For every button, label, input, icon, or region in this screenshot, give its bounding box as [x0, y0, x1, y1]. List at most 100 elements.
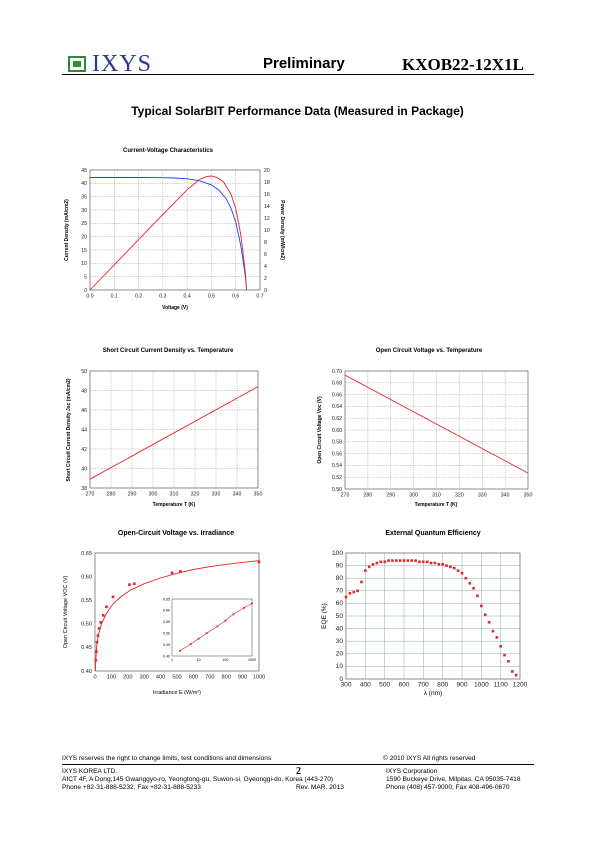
y-tick-label: 50	[81, 369, 87, 375]
inset-y-tick: 0.65	[163, 597, 170, 601]
x-tick-label: 900	[456, 682, 467, 689]
y-axis-label: Open Circuit Voltage VOC (V)	[63, 575, 69, 648]
x-tick-label: 0.1	[111, 294, 118, 300]
data-point	[352, 590, 356, 594]
y-tick-label: 10	[81, 261, 87, 267]
data-point	[483, 613, 487, 617]
x-tick-label: 900	[238, 675, 247, 681]
x-tick-label: 0.4	[184, 294, 191, 300]
y-tick-label: 0	[84, 288, 87, 294]
y-axis-label: Current Density (mA/cm2)	[64, 199, 70, 261]
footer-right-phone: Phone (408) 457-9000, Fax 408-496-0670	[386, 784, 510, 791]
inset-x-tick: 1000	[248, 658, 256, 662]
y-tick-label: 46	[81, 408, 87, 414]
data-point	[367, 565, 371, 569]
x-tick-label: 300	[409, 493, 418, 499]
section-title: Typical SolarBIT Performance Data (Measu…	[131, 104, 464, 118]
current-density-line	[90, 177, 248, 291]
data-point	[379, 560, 383, 564]
chart-title: Open-Circuit Voltage vs. Irradiance	[118, 530, 234, 537]
data-point	[375, 561, 379, 565]
x-tick-label: 330	[478, 493, 487, 499]
y-tick-label: 30	[81, 208, 87, 214]
logo-mark-icon	[68, 56, 86, 72]
data-point	[449, 565, 452, 569]
x-axis-label: Temperature T (K)	[153, 502, 196, 508]
footer-left-company: IXYS KOREA LTD.	[62, 768, 118, 775]
chart-title: Current-Voltage Characteristics	[123, 148, 214, 154]
data-point	[410, 559, 414, 562]
jsc-line	[89, 386, 259, 480]
x-tick-label: 1000	[253, 675, 265, 681]
footer-copyright: © 2010 IXYS All rights reserved	[383, 755, 476, 762]
data-point	[348, 592, 352, 595]
data-point	[480, 604, 483, 608]
y-tick-label: 0.65	[81, 551, 92, 557]
data-point	[383, 560, 386, 564]
x-tick-label: 340	[233, 492, 242, 498]
y-tick-label: 0.52	[332, 475, 342, 481]
y-tick-label: 38	[81, 486, 87, 492]
data-point	[133, 582, 136, 585]
inset-data-point	[224, 619, 227, 622]
chart-title: External Quantum Efficiency	[385, 530, 480, 537]
data-point	[491, 629, 495, 633]
inset-y-tick: 0.60	[163, 609, 170, 613]
y2-tick-label: 20	[264, 168, 270, 174]
y-tick-label: 0.40	[81, 669, 92, 675]
data-point	[464, 576, 468, 580]
chart-title: Open Circuit Voltage vs. Temperature	[376, 348, 483, 354]
data-point	[94, 658, 98, 662]
inset-y-tick: 0.55	[163, 620, 170, 624]
x-tick-label: 0.2	[135, 294, 142, 300]
y-axis-label: EQE (%)	[321, 603, 328, 629]
footer-right-address: 1590 Buckeye Drive, Milpitas, CA 95035-7…	[386, 776, 521, 783]
data-point	[101, 614, 105, 617]
data-point	[402, 559, 406, 562]
inset-data-point	[216, 625, 219, 628]
y-tick-label: 70	[336, 588, 344, 595]
footer-left-phone: Phone +82-31-888-5232, Fax +82-31-888-52…	[62, 784, 201, 791]
data-point	[476, 594, 479, 598]
y-tick-label: 35	[81, 194, 87, 200]
data-point	[441, 563, 444, 566]
x-tick-label: 0.7	[256, 294, 263, 300]
y-tick-label: 0.62	[332, 416, 342, 422]
x-tick-label: 300	[140, 675, 149, 681]
inset-data-point	[243, 606, 245, 609]
y2-tick-label: 16	[264, 192, 270, 198]
data-point	[95, 650, 98, 653]
x-tick-label: 400	[360, 682, 371, 689]
data-point	[422, 560, 425, 564]
footer-left-address: AICT 4F, A Dong,145 Gwanggyo-ro, Yeongto…	[62, 776, 334, 783]
x-tick-label: 290	[128, 492, 137, 498]
data-point	[96, 634, 100, 637]
data-point	[95, 640, 99, 644]
inset-data-point	[205, 632, 208, 635]
x-tick-label: 0.0	[86, 294, 93, 300]
inset-x-tick: 10	[197, 658, 201, 662]
data-point	[406, 559, 410, 562]
x-tick-label: 500	[379, 682, 390, 689]
x-tick-label: 200	[123, 675, 132, 681]
x-tick-label: 290	[386, 493, 395, 499]
data-point	[394, 559, 398, 562]
x-tick-label: 0.3	[159, 294, 166, 300]
jsc-chart: 270 280 290 300 310 320 330 340 350 38 40 42 44 46 48 5…	[66, 348, 262, 508]
plot-frame	[94, 552, 260, 672]
data-point	[170, 571, 174, 575]
inset-frame	[171, 598, 253, 657]
inset-x-tick: 100	[222, 658, 228, 662]
x-tick-label: 320	[191, 492, 200, 498]
data-point	[495, 636, 499, 639]
x-tick-label: 310	[170, 492, 179, 498]
x-tick-label: 1200	[513, 682, 528, 689]
x-tick-label: 0.6	[232, 294, 239, 300]
x-tick-label: 310	[432, 493, 441, 499]
data-point	[503, 653, 506, 657]
y-tick-label: 45	[81, 168, 87, 174]
data-point	[387, 559, 390, 562]
x-axis-label: λ (nm)	[424, 690, 442, 697]
data-point	[460, 571, 464, 575]
data-point	[510, 670, 514, 673]
